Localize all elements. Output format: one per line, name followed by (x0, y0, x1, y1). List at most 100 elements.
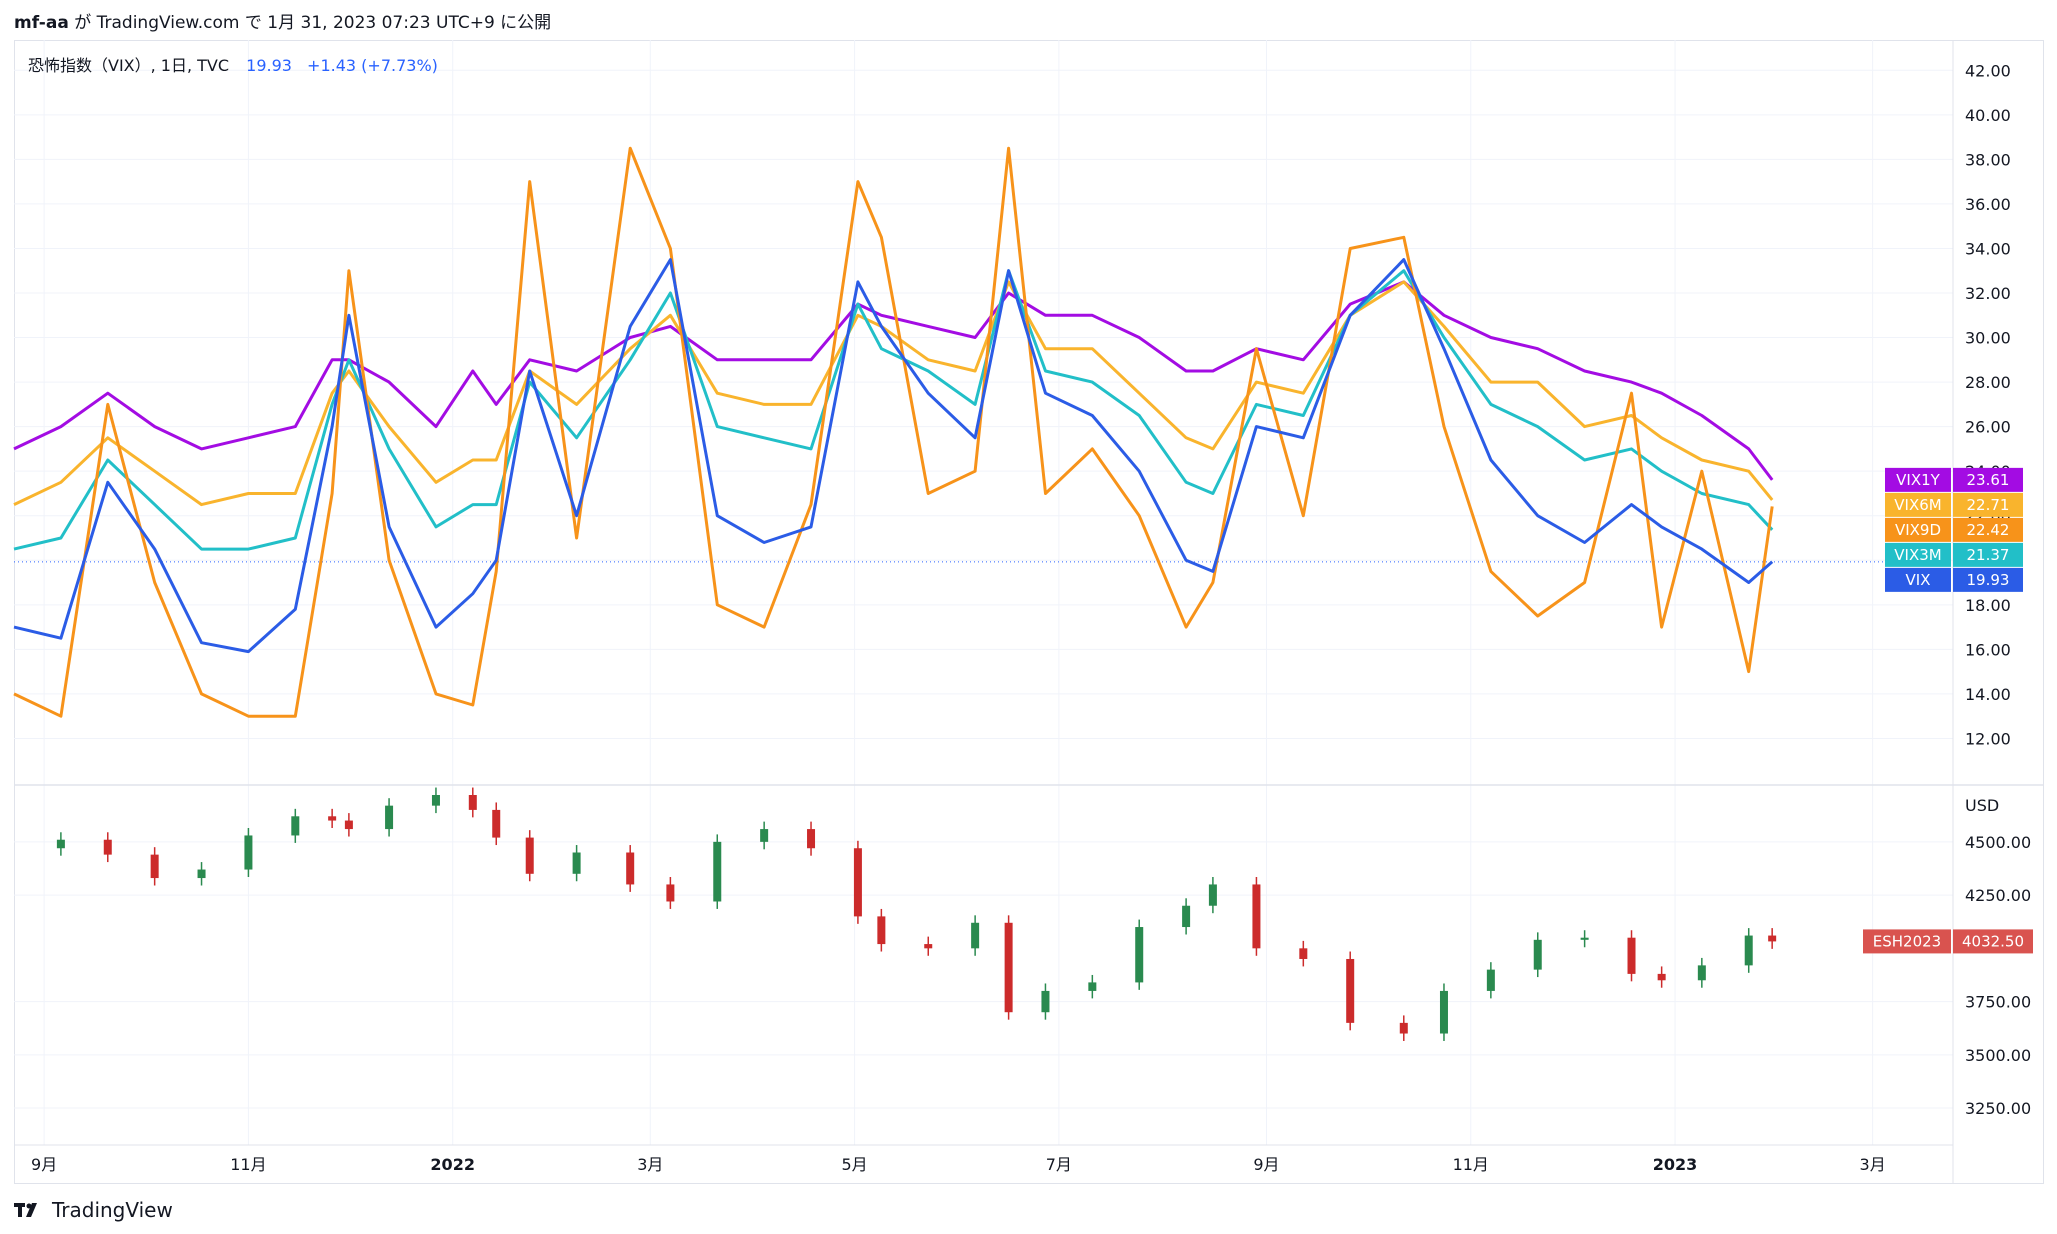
candle-body (291, 816, 300, 836)
x-tick-label: 11月 (230, 1155, 266, 1174)
author-name: mf-aa (14, 13, 69, 33)
candle-body (1657, 973, 1666, 981)
badge-value-es: 4032.50 (1962, 932, 2024, 950)
candle-body (971, 922, 980, 949)
candle-body (1299, 948, 1308, 959)
x-tick-label: 5月 (841, 1155, 867, 1174)
badge-value-vix3m: 21.37 (1967, 546, 2010, 564)
badge-value-vix1y: 23.61 (1967, 471, 2010, 489)
candle-body (525, 837, 534, 874)
es-y-tick-label: 3250.00 (1965, 1099, 2031, 1118)
candle-body (1744, 935, 1753, 966)
candle-body (1399, 1022, 1408, 1034)
badge-value-bg-vix (1953, 567, 2023, 592)
x-tick-label: 9月 (1253, 1155, 1279, 1174)
x-tick-label: 9月 (31, 1155, 57, 1174)
badge-value-vix6m: 22.71 (1967, 496, 2010, 514)
legend-change: +1.43 (+7.73%) (307, 56, 438, 75)
candle-body (328, 816, 337, 821)
badge-name-vix: VIX (1906, 571, 1931, 589)
candle-body (626, 852, 635, 885)
badge-name-vix9d: VIX9D (1895, 521, 1941, 539)
x-tick-label: 3月 (1860, 1155, 1886, 1174)
candle-body (197, 869, 206, 879)
candle-body (1208, 884, 1217, 906)
es-candles (56, 787, 1777, 1041)
x-tick-label: 2023 (1653, 1155, 1698, 1174)
tradingview-logo-icon (14, 1203, 37, 1217)
candle-body (1533, 939, 1542, 970)
candle-body (468, 795, 477, 810)
candle-body (344, 820, 353, 830)
candle-body (1486, 969, 1495, 991)
candle-body (853, 848, 862, 917)
candle-body (760, 829, 769, 842)
badge-name-bg-vix3m (1885, 542, 1951, 567)
candle-body (1346, 958, 1355, 1023)
candle-body (1041, 990, 1050, 1013)
es-unit-label: USD (1965, 796, 1999, 815)
candle-body (807, 829, 816, 849)
es-y-tick-label: 4500.00 (1965, 833, 2031, 852)
es-y-tick-label: 3750.00 (1965, 993, 2031, 1012)
vix-y-tick-label: 38.00 (1965, 150, 2011, 169)
axis-labels: 42.00 40.00 38.00 36.00 34.00 32.00 30.00 28.00… (31, 61, 2031, 1174)
candle-body (150, 854, 159, 879)
footer-brand[interactable]: TradingView (14, 1198, 173, 1222)
candle-body (1697, 965, 1706, 981)
vix-y-tick-label: 32.00 (1965, 284, 2011, 303)
badge-name-bg-vix6m (1885, 492, 1951, 517)
badge-name-bg-vix1y (1885, 467, 1951, 492)
badge-value-bg-vix1y (1953, 467, 2023, 492)
candle-body (666, 884, 675, 902)
badge-name-bg-vix (1885, 567, 1951, 592)
candle-body (492, 809, 501, 838)
vix-y-tick-label: 40.00 (1965, 106, 2011, 125)
candle-body (572, 852, 581, 874)
vix-y-tick-label: 16.00 (1965, 640, 2011, 659)
candle-body (385, 805, 394, 830)
vix-y-tick-label: 26.00 (1965, 418, 2011, 437)
vix-y-tick-label: 42.00 (1965, 61, 2011, 80)
candle-body (1088, 982, 1097, 991)
badge-name-bg-vix9d (1885, 517, 1951, 542)
badge-value-bg-es (1953, 929, 2033, 954)
candle-body (1580, 937, 1589, 940)
candle-body (56, 839, 65, 849)
candle-body (244, 835, 253, 870)
candle-body (1439, 990, 1448, 1034)
es-y-tick-label: 4250.00 (1965, 886, 2031, 905)
candle-body (1768, 935, 1777, 942)
badge-value-bg-vix9d (1953, 517, 2023, 542)
x-tick-label: 2022 (430, 1155, 475, 1174)
brand-name: TradingView (52, 1198, 173, 1222)
x-tick-label: 3月 (637, 1155, 663, 1174)
badge-value-bg-vix6m (1953, 492, 2023, 517)
candle-body (1004, 922, 1013, 1013)
publish-text: が TradingView.com で 1月 31, 2023 07:23 UT… (74, 13, 552, 33)
candle-body (877, 916, 886, 945)
legend-name: 恐怖指数（VIX）, 1日, TVC (28, 56, 230, 75)
vix-y-tick-label: 18.00 (1965, 596, 2011, 615)
badge-name-vix6m: VIX6M (1894, 496, 1941, 514)
vix-y-tick-label: 14.00 (1965, 685, 2011, 704)
badge-name-bg-es (1863, 929, 1951, 954)
candle-body (103, 839, 112, 855)
badge-name-vix3m: VIX3M (1894, 546, 1941, 564)
candle-body (431, 795, 440, 806)
candle-body (1182, 905, 1191, 928)
last-value-badges: VIX1Y 23.61 VIX6M 22.71 VIX9D 22.42 VIX3M 21.37… (1863, 467, 2033, 954)
x-tick-label: 11月 (1453, 1155, 1489, 1174)
es-y-tick-label: 3500.00 (1965, 1046, 2031, 1065)
badge-name-es: ESH2023 (1873, 932, 1941, 950)
badge-name-vix1y: VIX1Y (1896, 471, 1941, 489)
candle-body (1135, 927, 1144, 983)
legend-value: 19.93 (246, 56, 292, 75)
series-line-vix1y (13, 280, 1774, 481)
candle-body (1627, 937, 1636, 974)
badge-value-bg-vix3m (1953, 542, 2023, 567)
candle-body (1252, 884, 1261, 949)
vix-series-lines (13, 146, 1774, 718)
candle-body (713, 841, 722, 902)
